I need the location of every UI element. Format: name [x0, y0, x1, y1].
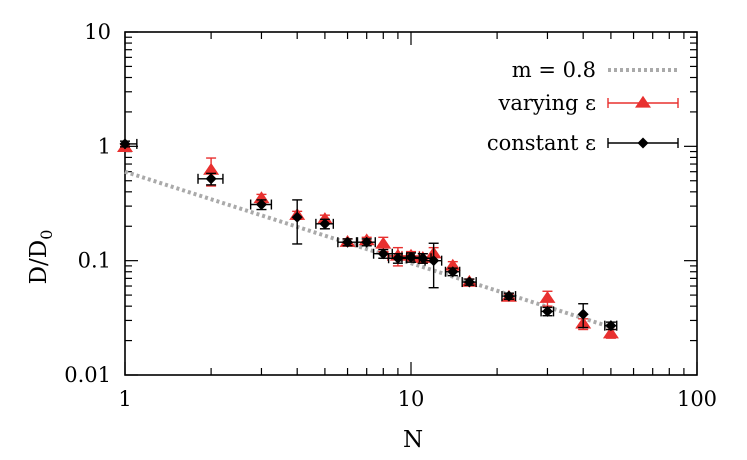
- data-point: [119, 138, 138, 150]
- y-axis-label: D/D0: [26, 230, 56, 285]
- fit-line: [124, 169, 612, 330]
- diamond-marker: [637, 137, 649, 149]
- diamond-marker: [577, 308, 589, 320]
- diamond-marker: [377, 248, 389, 260]
- triangle-marker: [203, 162, 220, 175]
- diamond-marker: [255, 198, 267, 210]
- diamond-marker: [119, 138, 131, 150]
- data-point: [291, 199, 303, 245]
- y-tick-label: 1: [98, 134, 111, 158]
- diamond-marker: [503, 290, 515, 302]
- fit-line-layer: [124, 169, 612, 330]
- data-point: [387, 252, 408, 264]
- legend-label: constant ε: [487, 131, 596, 155]
- y-axis-label-subscript: 0: [37, 230, 56, 240]
- data-point: [197, 172, 224, 186]
- diamond-marker: [541, 305, 553, 317]
- data-point: [315, 218, 335, 230]
- diamond-marker: [291, 211, 303, 223]
- series-constant: [119, 138, 618, 332]
- diamond-marker: [605, 320, 617, 332]
- data-point: [249, 198, 273, 211]
- triangle-marker: [316, 212, 333, 224]
- x-tick-label: 100: [677, 387, 717, 411]
- data-point: [539, 290, 556, 307]
- diamond-marker: [205, 173, 217, 185]
- diamond-marker: [392, 252, 404, 264]
- y-tick-label: 0.01: [64, 363, 111, 387]
- data-point: [356, 236, 376, 248]
- triangle-marker: [539, 290, 556, 303]
- data-point: [540, 305, 555, 317]
- diamond-marker: [319, 218, 331, 230]
- legend-label: m = 0.8: [512, 58, 596, 82]
- data-point: [444, 266, 461, 278]
- triangle-marker: [635, 95, 651, 108]
- triangle-marker: [602, 326, 619, 339]
- y-tick-label: 10: [84, 20, 111, 44]
- diamond-marker: [342, 236, 354, 248]
- data-point: [604, 320, 618, 332]
- legend-label: varying ε: [497, 91, 596, 115]
- diamond-marker: [463, 276, 475, 288]
- diamond-marker: [361, 236, 373, 248]
- data-point: [424, 242, 443, 289]
- triangle-marker: [375, 236, 392, 249]
- data-point: [501, 290, 517, 302]
- legend: m = 0.8 varying ε constant ε: [487, 58, 679, 155]
- x-axis-label: N: [403, 427, 423, 453]
- data-points-layer: [117, 138, 619, 339]
- data-point: [337, 236, 358, 248]
- x-tick-label: 1: [118, 387, 131, 411]
- y-tick-label: 0.1: [78, 249, 111, 273]
- diamond-marker: [447, 266, 459, 278]
- x-tick-label: 10: [398, 387, 425, 411]
- axis-ticks: 1 10 100 0.01 0.1 1 10: [64, 20, 717, 411]
- data-point: [577, 303, 589, 329]
- diamond-marker: [428, 255, 440, 267]
- y-axis-label-main: D/D: [26, 240, 52, 285]
- data-point: [461, 276, 477, 288]
